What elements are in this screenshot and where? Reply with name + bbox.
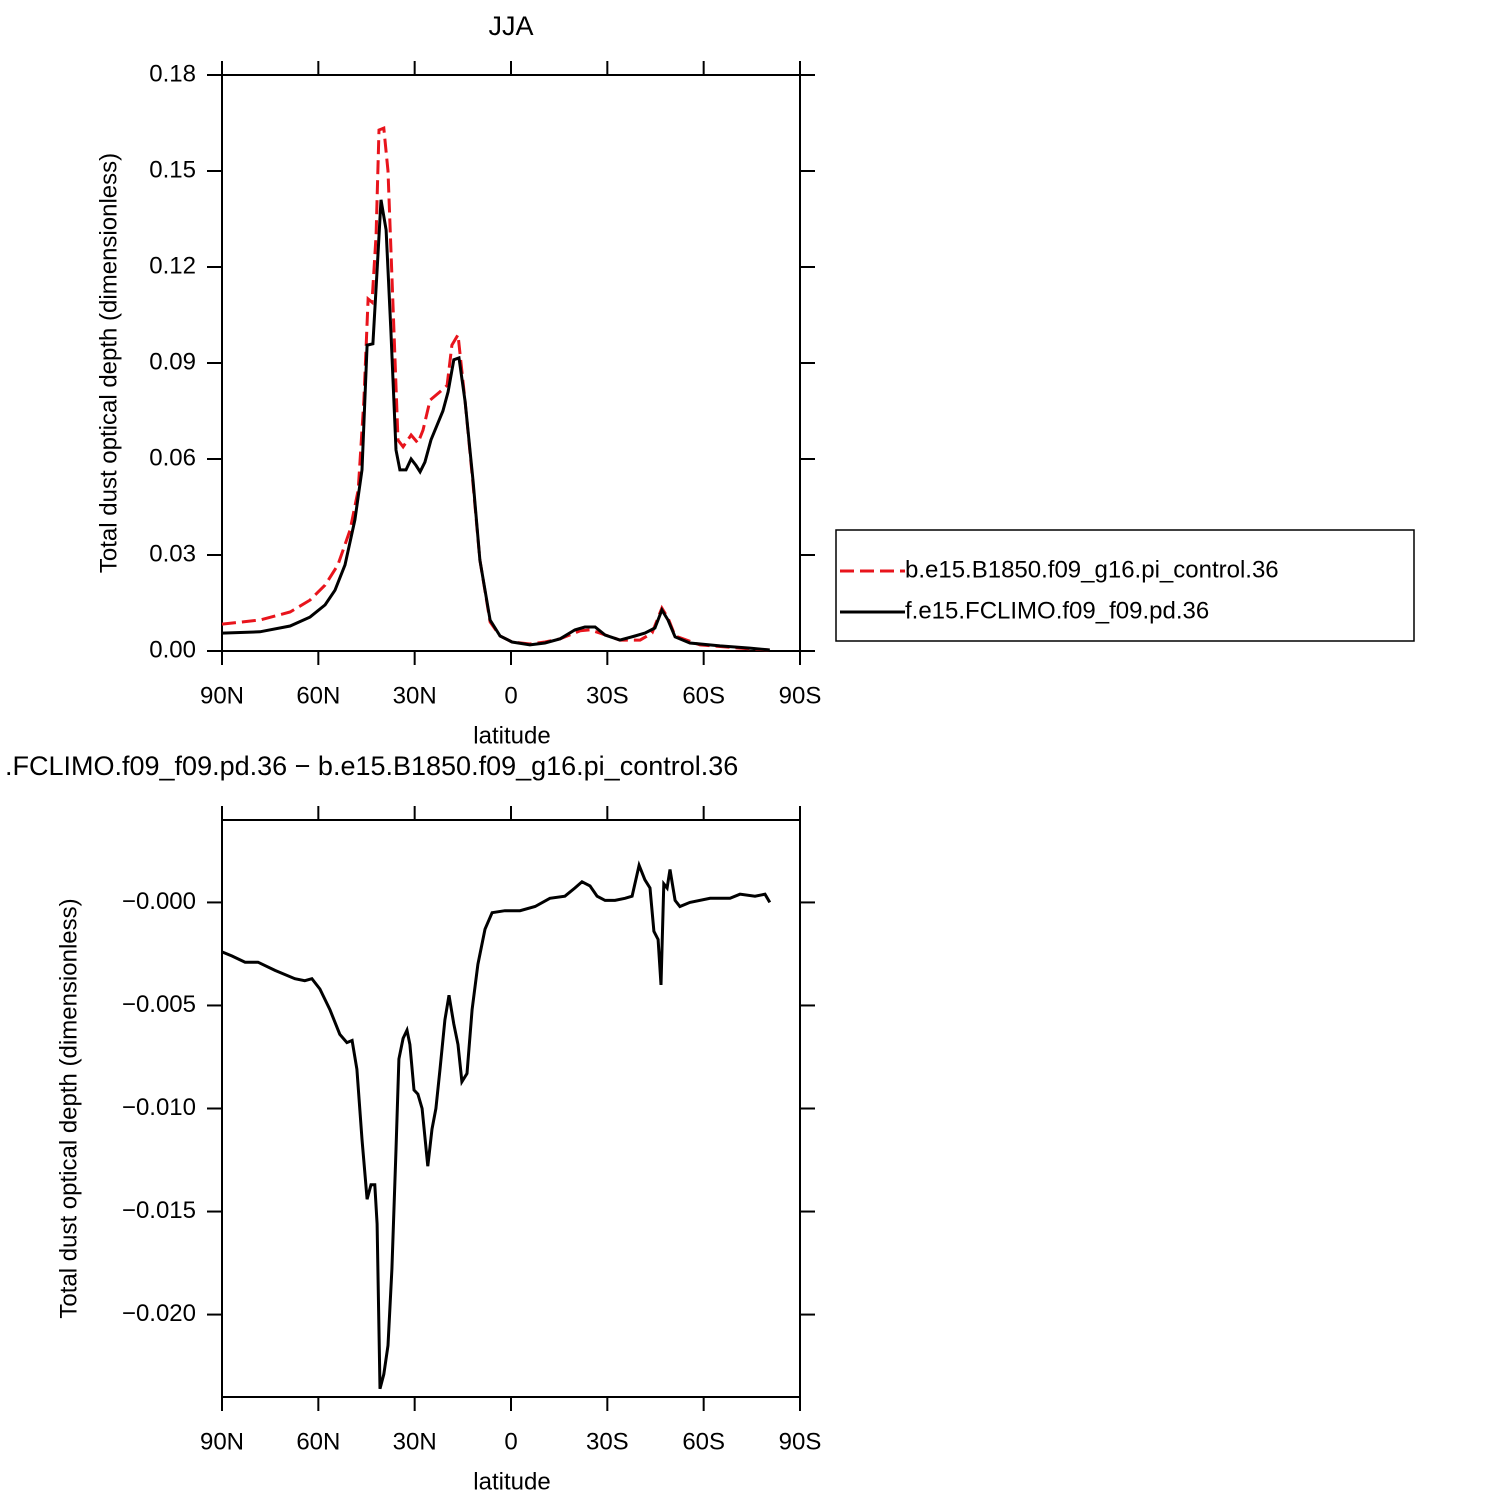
x-tick-label: 60S (682, 682, 725, 709)
legend-label: b.e15.B1850.f09_g16.pi_control.36 (905, 556, 1279, 583)
x-tick-label: 0 (504, 682, 517, 709)
data-line (221, 860, 772, 1390)
chart-title: JJA (488, 11, 533, 41)
y-tick-label: 0.15 (149, 156, 196, 183)
x-axis-label: latitude (473, 722, 550, 749)
x-tick-label: 90N (200, 682, 244, 709)
x-tick-label: 60S (682, 1428, 725, 1455)
y-tick-label: −0.015 (122, 1197, 196, 1224)
x-tick-label: 60N (296, 1428, 340, 1455)
data-line (221, 125, 770, 652)
y-axis-label: Total dust optical depth (dimensionless) (55, 898, 82, 1318)
legend-label: f.e15.FCLIMO.f09_f09.pd.36 (905, 597, 1209, 624)
y-tick-label: 0.03 (149, 540, 196, 567)
x-tick-label: 30S (586, 1428, 629, 1455)
x-tick-label: 0 (504, 1428, 517, 1455)
plot-frame (221, 819, 801, 1398)
x-tick-label: 90S (779, 1428, 822, 1455)
y-axis-label: Total dust optical depth (dimensionless) (95, 153, 122, 573)
x-tick-label: 30N (393, 1428, 437, 1455)
x-tick-label: 60N (296, 682, 340, 709)
y-tick-label: −0.020 (122, 1300, 196, 1327)
y-tick-label: 0.12 (149, 252, 196, 279)
chart-title: .FCLIMO.f09_f09.pd.36 − b.e15.B1850.f09_… (5, 751, 738, 781)
y-tick-label: 0.06 (149, 444, 196, 471)
data-line (221, 199, 770, 652)
y-tick-label: 0.09 (149, 348, 196, 375)
x-tick-label: 30N (393, 682, 437, 709)
x-tick-label: 90N (200, 1428, 244, 1455)
x-tick-label: 30S (586, 682, 629, 709)
x-tick-label: 90S (779, 682, 822, 709)
x-axis-label: latitude (473, 1468, 550, 1495)
y-tick-label: −0.000 (122, 888, 196, 915)
y-tick-label: −0.010 (122, 1094, 196, 1121)
legend-box (835, 529, 1415, 642)
y-tick-label: 0.00 (149, 636, 196, 663)
y-tick-label: 0.18 (149, 60, 196, 87)
plot-frame (221, 74, 801, 652)
y-tick-label: −0.005 (122, 991, 196, 1018)
